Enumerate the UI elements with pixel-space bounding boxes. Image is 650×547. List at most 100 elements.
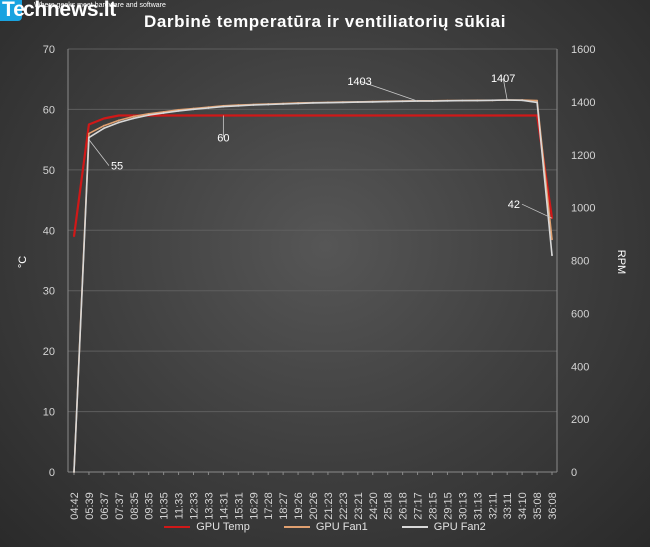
series-line-gpu-fan2: [73, 99, 553, 473]
data-point-gpu-temp: [476, 114, 479, 117]
data-point-gpu-fan2: [551, 254, 553, 257]
legend-swatch-gpu-temp: [164, 526, 191, 528]
data-point-gpu-temp: [88, 123, 90, 126]
annotation-leader-line: [88, 139, 110, 166]
x-tick-label: 36:08: [547, 492, 559, 520]
x-tick-label: 11:33: [174, 493, 186, 520]
annotation-label: 1407: [491, 73, 515, 85]
x-tick-label: 18:27: [278, 492, 290, 520]
data-point-gpu-fan2: [356, 101, 359, 103]
x-tick-label: 06:37: [99, 492, 111, 520]
data-point-gpu-temp: [192, 114, 195, 117]
data-point-gpu-temp: [103, 117, 105, 120]
data-point-gpu-fan2: [88, 136, 90, 139]
data-point-gpu-fan2: [103, 127, 105, 130]
legend-item-gpu-fan2: GPU Fan2: [401, 521, 486, 533]
x-tick-label: 29:15: [442, 492, 454, 520]
x-tick-label: 19:26: [293, 492, 305, 520]
data-point-gpu-fan2: [491, 99, 494, 102]
annotation-label: 60: [217, 132, 229, 144]
x-tick-label: 16:29: [248, 492, 260, 520]
data-point-gpu-fan2: [132, 117, 135, 120]
brand-tagline: Where geeks meet hardware and software: [34, 2, 166, 9]
y-tick-label: 10: [43, 407, 55, 419]
data-point-gpu-temp: [282, 114, 284, 117]
chart-legend: GPU Temp GPU Fan1 GPU Fan2: [0, 521, 650, 533]
data-point-gpu-fan1: [117, 119, 120, 122]
legend-swatch-gpu-fan1: [283, 526, 310, 528]
x-tick-label: 07:37: [114, 492, 126, 520]
y2-tick-label: 1600: [571, 44, 595, 56]
y2-tick-label: 1400: [571, 97, 595, 109]
y2-tick-label: 400: [571, 361, 589, 373]
axes-layer: 0 10 20 30 40 50 60 70 0 200 400 600 800 1000 1200 1400…: [43, 44, 596, 520]
data-point-gpu-fan2: [237, 104, 240, 107]
data-point-gpu-fan2: [431, 100, 434, 102]
brand-name: chnews.lt: [23, 0, 116, 21]
annotation-leader-line: [359, 80, 418, 102]
data-point-gpu-temp: [461, 114, 464, 117]
y2-tick-label: 1000: [571, 203, 595, 215]
data-point-gpu-fan2: [371, 101, 374, 103]
data-point-gpu-temp: [297, 114, 299, 117]
x-tick-label: 35:08: [532, 492, 544, 520]
legend-item-gpu-fan1: GPU Fan1: [283, 521, 368, 533]
data-point-gpu-temp: [371, 114, 374, 117]
data-point-gpu-fan2: [461, 99, 464, 102]
legend-swatch-gpu-fan2: [401, 526, 428, 528]
x-tick-label: 17:28: [263, 492, 275, 520]
data-point-gpu-fan2: [282, 103, 284, 105]
y-tick-label: 50: [43, 165, 55, 177]
y2-axis-title: RPM: [615, 250, 627, 274]
y-tick-label: 70: [43, 44, 55, 56]
data-point-gpu-temp: [177, 114, 180, 117]
data-point-gpu-fan2: [117, 121, 120, 124]
annotation-leader-line: [502, 77, 508, 101]
x-tick-label: 08:35: [129, 492, 141, 520]
y-tick-label: 40: [43, 225, 55, 237]
x-tick-label: 33:11: [502, 493, 514, 520]
data-point-gpu-temp: [431, 114, 434, 117]
x-tick-label: 28:15: [428, 492, 440, 520]
x-tick-label: 31:13: [472, 492, 484, 520]
x-tick-label: 04:42: [69, 492, 81, 520]
data-point-gpu-fan1: [88, 132, 90, 135]
x-tick-label: 34:10: [517, 492, 529, 520]
y2-tick-label: 800: [571, 256, 589, 268]
x-tick-label: 25:18: [383, 492, 395, 520]
data-point-gpu-fan2: [446, 99, 449, 102]
data-point-gpu-temp: [73, 235, 75, 238]
data-point-gpu-fan1: [132, 115, 135, 118]
data-point-gpu-fan2: [207, 107, 210, 109]
brand-badge-letters: Te: [2, 0, 25, 21]
data-point-gpu-fan2: [312, 102, 314, 104]
data-point-gpu-fan2: [222, 105, 225, 108]
legend-label-gpu-temp: GPU Temp: [196, 521, 250, 533]
x-tick-label: 09:35: [144, 492, 156, 520]
data-point-gpu-fan2: [162, 112, 165, 114]
annotation-leader-line: [521, 203, 553, 219]
x-tick-label: 12:33: [189, 492, 201, 520]
data-point-gpu-temp: [267, 114, 270, 117]
brand-badge: Te: [0, 0, 25, 21]
data-point-gpu-temp: [386, 114, 389, 117]
data-point-gpu-fan2: [476, 99, 479, 102]
data-point-gpu-temp: [207, 114, 210, 117]
y-axis-title: °C: [17, 256, 29, 268]
x-tick-label: 15:31: [233, 492, 245, 520]
data-point-gpu-temp: [312, 114, 314, 117]
data-point-gpu-fan2: [192, 108, 195, 111]
x-tick-label: 14:31: [218, 492, 230, 520]
data-point-gpu-temp: [446, 114, 449, 117]
x-tick-label: 26:18: [398, 492, 410, 520]
data-point-gpu-temp: [327, 114, 329, 117]
annotation-layer: 55 60 42 1403 1407: [88, 73, 553, 219]
series-layer: [72, 99, 554, 473]
y-tick-label: 20: [43, 346, 55, 358]
y-tick-label: 30: [43, 286, 55, 298]
data-point-gpu-fan1: [551, 238, 553, 241]
data-point-gpu-temp: [162, 114, 165, 117]
series-line-gpu-temp: [72, 114, 554, 237]
y-tick-label: 0: [49, 467, 55, 479]
data-point-gpu-fan2: [147, 114, 150, 116]
